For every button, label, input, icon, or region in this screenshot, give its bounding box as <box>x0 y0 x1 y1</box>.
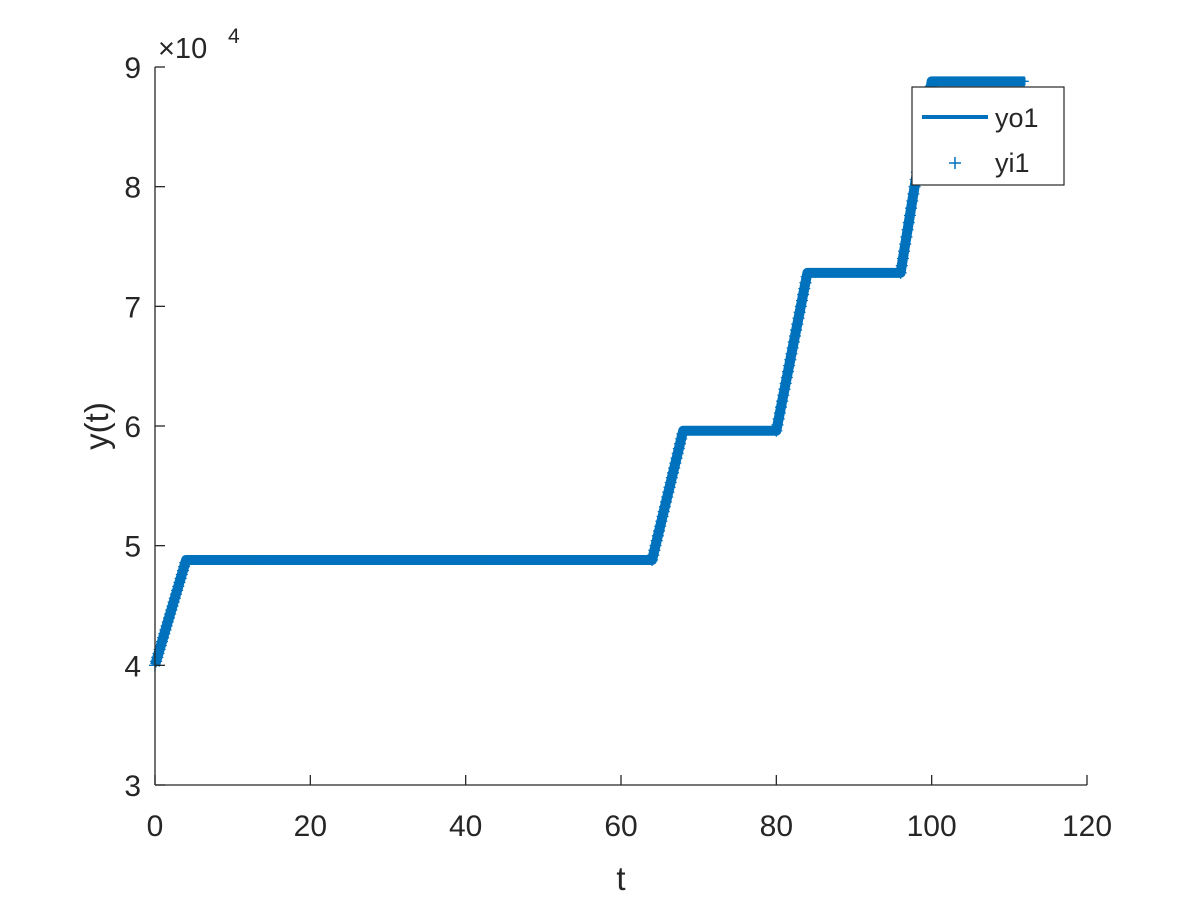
y-tick-label: 5 <box>124 531 141 564</box>
plus-marker <box>649 539 662 552</box>
x-tick-label: 100 <box>907 810 957 843</box>
plus-marker <box>793 306 806 319</box>
plus-marker <box>778 383 791 396</box>
plus-marker <box>783 359 796 372</box>
legend-plus-marker-sample <box>949 157 961 169</box>
x-tick-label: 0 <box>147 810 164 843</box>
y-tick-label: 8 <box>124 172 141 205</box>
plus-marker <box>770 424 783 437</box>
plus-marker <box>665 471 678 484</box>
plus-marker <box>903 209 916 222</box>
plus-marker <box>777 389 790 402</box>
plus-marker <box>900 230 913 243</box>
legend-box <box>911 86 1065 186</box>
x-tick-label: 40 <box>449 810 482 843</box>
x-axis-label: t <box>616 860 625 897</box>
series-markers-yi1 <box>149 77 1029 672</box>
legend-label-yi1: yi1 <box>995 148 1030 178</box>
plus-marker <box>794 300 807 313</box>
plus-marker <box>655 515 668 528</box>
plus-marker <box>895 259 908 272</box>
plus-marker <box>653 524 666 537</box>
y-tick-label: 7 <box>124 291 141 324</box>
legend-label-yo1: yo1 <box>995 103 1039 133</box>
plus-marker <box>776 395 789 408</box>
legend: yo1 yi1 <box>911 86 1065 186</box>
plus-marker <box>799 276 812 289</box>
axes: 0 20 40 60 80 100 120 3 4 5 6 7 8 9 <box>124 52 1112 843</box>
plus-marker <box>674 437 687 450</box>
y-tick-label: 4 <box>124 650 141 683</box>
y-tick-label: 3 <box>124 770 141 803</box>
x-ticks: 0 20 40 60 80 100 120 <box>147 775 1112 843</box>
plus-marker <box>668 461 681 474</box>
plus-marker <box>671 447 684 460</box>
plus-marker <box>785 347 798 360</box>
plus-marker <box>795 294 808 307</box>
plus-marker <box>894 266 907 279</box>
y-axis-exponent: ×10 4 <box>158 25 240 65</box>
plus-marker <box>661 491 674 504</box>
plus-marker <box>787 335 800 348</box>
x-tick-label: 60 <box>604 810 637 843</box>
plus-marker <box>797 288 810 301</box>
plus-marker <box>907 187 920 200</box>
plus-marker <box>663 481 676 494</box>
plus-marker <box>779 377 792 390</box>
plus-marker <box>905 202 918 215</box>
y-tick-label: 6 <box>124 411 141 444</box>
plus-marker <box>657 505 670 518</box>
plus-marker <box>675 432 688 445</box>
y-tick-label: 9 <box>124 52 141 85</box>
plus-marker <box>650 534 663 547</box>
plus-marker <box>664 476 677 489</box>
plus-marker <box>898 245 911 258</box>
plus-marker <box>1020 77 1029 86</box>
plus-marker <box>790 324 803 337</box>
plus-marker <box>781 365 794 378</box>
plus-marker <box>773 407 786 420</box>
plus-marker <box>772 412 785 425</box>
plus-marker <box>660 495 673 508</box>
plus-marker <box>798 282 811 295</box>
plus-marker <box>667 466 680 479</box>
plus-marker <box>774 401 787 414</box>
plus-marker <box>906 195 919 208</box>
plus-marker <box>647 549 660 562</box>
x-tick-label: 120 <box>1062 810 1112 843</box>
plus-marker <box>896 252 909 265</box>
plus-marker <box>901 223 914 236</box>
y-axis-exponent-power: 4 <box>228 25 240 48</box>
plus-marker <box>788 330 801 343</box>
x-tick-label: 20 <box>294 810 327 843</box>
plus-marker <box>654 520 667 533</box>
plus-marker <box>646 554 659 567</box>
plus-marker <box>784 353 797 366</box>
plus-marker <box>648 544 661 557</box>
plus-marker <box>658 500 671 513</box>
y-axis-exponent-base: ×10 <box>158 33 207 65</box>
plus-marker <box>656 510 669 523</box>
legend-plus-marker <box>949 157 961 169</box>
plus-marker <box>786 341 799 354</box>
plus-marker <box>902 216 915 229</box>
plus-marker <box>780 371 793 384</box>
plus-marker <box>899 238 912 251</box>
y-axis-label: y(t) <box>78 402 115 450</box>
plus-marker <box>791 318 804 331</box>
plus-marker <box>792 312 805 325</box>
plus-marker <box>662 486 675 499</box>
plus-marker <box>672 442 685 455</box>
plus-marker <box>651 529 664 542</box>
x-tick-label: 80 <box>760 810 793 843</box>
y-ticks: 3 4 5 6 7 8 9 <box>124 52 165 803</box>
plus-marker <box>771 418 784 431</box>
plus-marker <box>669 457 682 470</box>
plus-marker <box>670 452 683 465</box>
